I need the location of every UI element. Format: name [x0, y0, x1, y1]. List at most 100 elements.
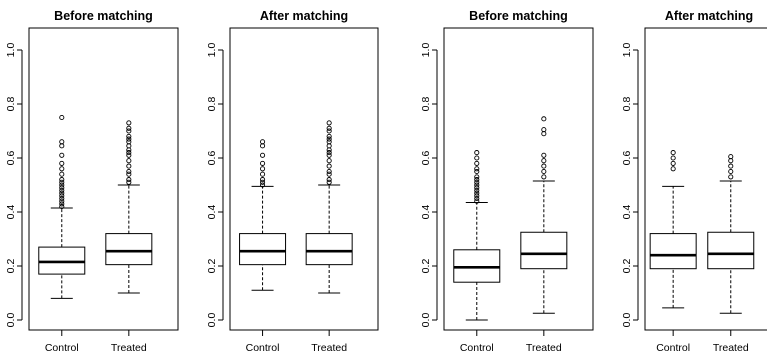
y-tick-label: 0.2	[420, 259, 432, 274]
outlier-point	[59, 204, 65, 210]
outlier-point	[326, 139, 332, 145]
panel-title: After matching	[665, 9, 753, 23]
plot-frame	[28, 27, 179, 331]
outlier-point	[326, 147, 332, 153]
outlier-point	[126, 136, 132, 142]
outlier-point	[326, 163, 332, 169]
y-tick-label: 0.6	[206, 151, 218, 166]
outlier-point	[326, 179, 332, 185]
outlier-point	[126, 177, 132, 183]
outlier-point	[474, 190, 480, 196]
y-tick-label: 0.6	[621, 151, 633, 166]
x-category-label: Treated	[111, 342, 147, 354]
outlier-point	[260, 166, 266, 172]
outlier-point	[260, 171, 266, 177]
outlier-point	[59, 195, 65, 202]
outlier-point	[59, 171, 65, 177]
outlier-point	[541, 158, 547, 164]
outlier-point	[260, 143, 266, 149]
y-tick-label: 0.0	[621, 313, 633, 328]
outlier-point	[59, 143, 65, 149]
outlier-point	[670, 155, 676, 161]
iqr-box	[239, 233, 287, 266]
outlier-point	[326, 152, 332, 158]
panel-title: After matching	[260, 9, 348, 23]
outlier-point	[728, 158, 734, 164]
outlier-point	[474, 185, 480, 191]
outlier-point	[260, 179, 266, 185]
x-category-label: Control	[246, 342, 280, 354]
y-tick-label: 0.0	[206, 313, 218, 328]
y-tick-label: 1.0	[420, 43, 432, 58]
outlier-point	[260, 139, 266, 145]
outlier-point	[326, 133, 332, 139]
outlier-point	[126, 143, 132, 149]
outlier-point	[326, 158, 332, 164]
y-tick-label: 0.6	[420, 151, 432, 166]
y-tick-label: 0.2	[206, 259, 218, 274]
y-tick-label: 0.4	[206, 205, 218, 220]
x-category-label: Treated	[713, 342, 749, 354]
outlier-point	[326, 177, 332, 183]
panel-title: Before matching	[54, 9, 153, 23]
outlier-point	[728, 163, 734, 169]
box-control	[649, 150, 697, 309]
outlier-point	[474, 195, 480, 202]
outlier-point	[59, 160, 65, 166]
outlier-point	[59, 177, 65, 183]
panel-title: Before matching	[469, 9, 568, 23]
plot-frame	[443, 27, 594, 331]
outlier-point	[126, 158, 132, 164]
outlier-point	[541, 152, 547, 158]
outlier-point	[474, 166, 480, 172]
outlier-point	[541, 116, 547, 122]
outlier-point	[326, 150, 332, 156]
x-category-label: Treated	[311, 342, 347, 354]
outlier-point	[59, 166, 65, 172]
outlier-point	[126, 147, 132, 153]
panel-1: Before matching 0.0 0.2 0.4 0.6 0.8 1.0 Control…	[5, 9, 179, 354]
outlier-point	[326, 120, 332, 126]
outlier-point	[59, 152, 65, 158]
outlier-point	[126, 150, 132, 156]
y-tick-label: 0.2	[5, 259, 17, 274]
outlier-point	[541, 168, 547, 175]
outlier-point	[474, 177, 480, 183]
outlier-point	[260, 152, 266, 158]
outlier-point	[326, 128, 332, 134]
outlier-point	[474, 168, 480, 175]
y-tick-label: 0.2	[621, 259, 633, 274]
outlier-point	[326, 143, 332, 149]
outlier-point	[126, 133, 132, 139]
y-tick-label: 0.8	[206, 97, 218, 112]
outlier-point	[670, 160, 676, 166]
iqr-box	[38, 246, 86, 275]
iqr-box	[305, 233, 353, 266]
outlier-point	[59, 179, 65, 185]
iqr-box	[105, 233, 153, 266]
outlier-point	[474, 155, 480, 161]
outlier-point	[59, 201, 65, 207]
outlier-point	[260, 160, 266, 166]
outlier-point	[126, 171, 132, 177]
y-tick-label: 1.0	[5, 43, 17, 58]
outlier-point	[260, 177, 266, 183]
outlier-point	[260, 182, 266, 188]
outlier-point	[126, 179, 132, 185]
iqr-box	[520, 231, 568, 270]
panel-3: Before matching 0.0 0.2 0.4 0.6 0.8 1.0 Control…	[420, 9, 594, 354]
outlier-point	[670, 150, 676, 156]
x-category-label: Control	[656, 342, 690, 354]
y-tick-label: 0.8	[420, 97, 432, 112]
x-category-label: Control	[460, 342, 494, 354]
outlier-point	[126, 128, 132, 134]
outlier-point	[326, 125, 332, 131]
y-tick-label: 0.6	[5, 151, 17, 166]
outlier-point	[728, 174, 734, 180]
outlier-point	[474, 198, 480, 204]
outlier-point	[126, 139, 132, 145]
box-treated	[305, 120, 353, 294]
box-control	[239, 139, 287, 291]
y-tick-label: 0.8	[5, 97, 17, 112]
